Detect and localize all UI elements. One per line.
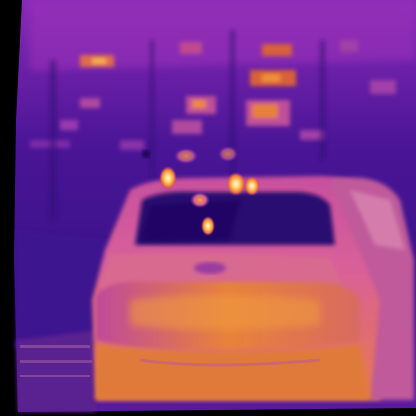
background-lights — [30, 40, 396, 150]
hot-spots — [159, 146, 260, 236]
car — [92, 176, 414, 400]
